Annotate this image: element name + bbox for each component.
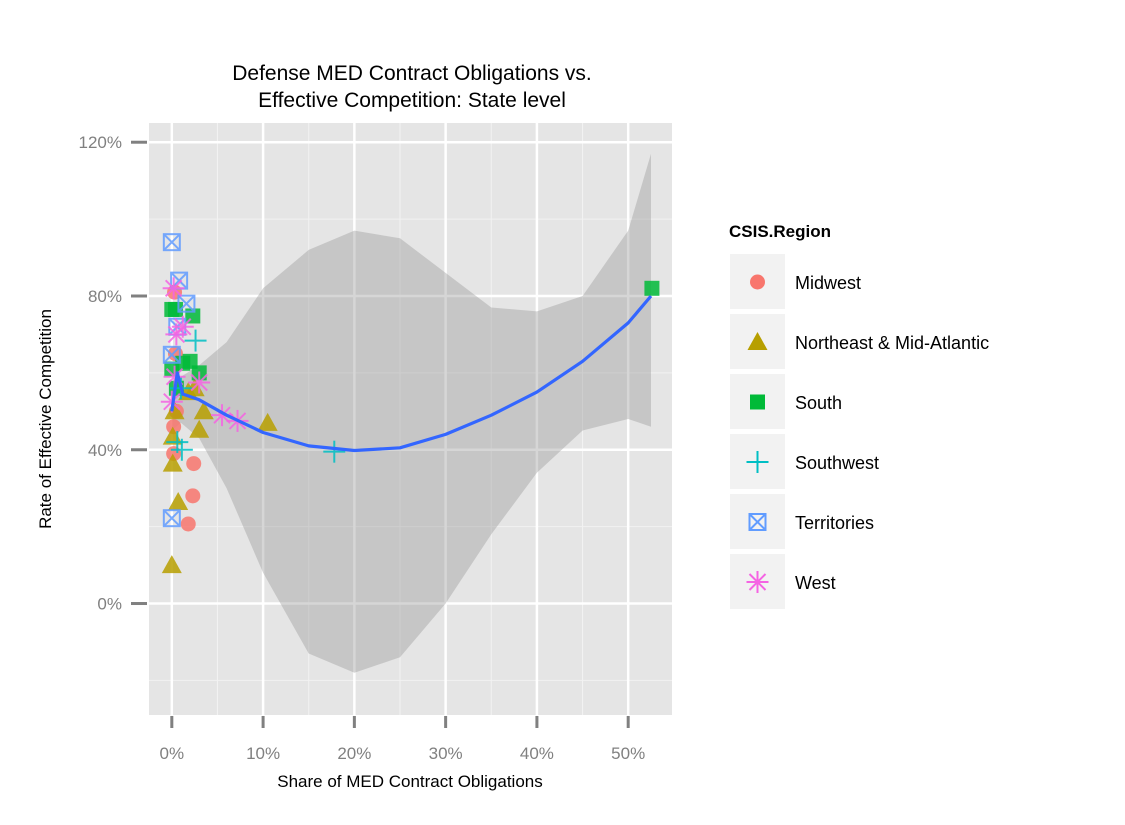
y-axis-label: Rate of Effective Competition: [36, 309, 55, 529]
x-tick-label: 20%: [337, 744, 371, 763]
x-axis: 0% 10% 20% 30% 40% 50%: [160, 716, 645, 763]
data-point-northeast-mid-atlantic: [162, 453, 183, 472]
y-tick-label: 0%: [97, 595, 122, 614]
data-point-territories: [177, 294, 196, 313]
data-point-south: [644, 280, 660, 296]
plot-area: [149, 123, 672, 715]
legend-entry-southwest: Southwest: [730, 434, 879, 489]
x-axis-label: Share of MED Contract Obligations: [277, 772, 543, 791]
confidence-band: [171, 153, 652, 673]
legend-entry-south: South: [730, 374, 842, 429]
data-point-midwest: [180, 516, 196, 532]
x-tick-label: 30%: [429, 744, 463, 763]
data-point-territories: [162, 509, 181, 528]
data-point-territories: [162, 233, 181, 252]
data-point-northeast-mid-atlantic: [161, 555, 182, 574]
legend-label: Midwest: [795, 273, 861, 293]
legend: CSIS.Region Midwest Northeast & Mid-Atlan…: [729, 222, 989, 609]
data-point-west: [188, 371, 211, 394]
y-tick-label: 80%: [88, 287, 122, 306]
smooth-trend-line: [170, 294, 653, 453]
data-point-midwest: [185, 488, 201, 504]
legend-label: South: [795, 393, 842, 413]
y-tick-label: 120%: [79, 133, 122, 152]
legend-label: Southwest: [795, 453, 879, 473]
data-point-northeast-mid-atlantic: [189, 419, 210, 438]
legend-key-triangle: [747, 332, 768, 350]
data-point-northeast-mid-atlantic: [193, 401, 214, 420]
chart-title-line-1: Defense MED Contract Obligations vs.: [232, 62, 591, 85]
data-point-northeast-mid-atlantic: [168, 492, 189, 511]
minor-gridlines: [149, 123, 672, 715]
legend-key-circle: [750, 274, 765, 290]
y-tick-label: 40%: [88, 441, 122, 460]
legend-label: Territories: [795, 513, 874, 533]
x-tick-label: 0%: [160, 744, 185, 763]
x-tick-label: 10%: [246, 744, 280, 763]
legend-entry-west: West: [730, 554, 836, 609]
y-axis: 0% 40% 80% 120%: [79, 133, 147, 614]
chart-title-line-2: Effective Competition: State level: [258, 89, 566, 112]
data-point-west: [162, 277, 185, 300]
legend-label: Northeast & Mid-Atlantic: [795, 333, 989, 353]
data-point-west: [171, 315, 194, 338]
legend-key-plus: [746, 451, 769, 473]
data-point-midwest: [166, 419, 182, 435]
data-point-northeast-mid-atlantic: [164, 401, 185, 420]
x-tick-label: 50%: [611, 744, 645, 763]
legend-entry-midwest: Midwest: [730, 254, 861, 309]
data-point-northeast-mid-atlantic: [257, 412, 278, 431]
data-point-southwest: [166, 431, 189, 454]
legend-key-square: [750, 394, 765, 410]
x-tick-label: 40%: [520, 744, 554, 763]
data-point-territories: [162, 345, 181, 364]
legend-key-asterisk: [746, 571, 769, 593]
legend-key-boxed-x: [748, 513, 767, 531]
legend-entry-territories: Territories: [730, 494, 874, 549]
legend-label: West: [795, 573, 836, 593]
legend-entry-northeast-mid-atlantic: Northeast & Mid-Atlantic: [730, 314, 989, 369]
data-point-midwest: [186, 456, 202, 472]
data-point-southwest: [184, 329, 207, 352]
legend-title: CSIS.Region: [729, 222, 831, 241]
data-point-southwest: [323, 440, 346, 463]
